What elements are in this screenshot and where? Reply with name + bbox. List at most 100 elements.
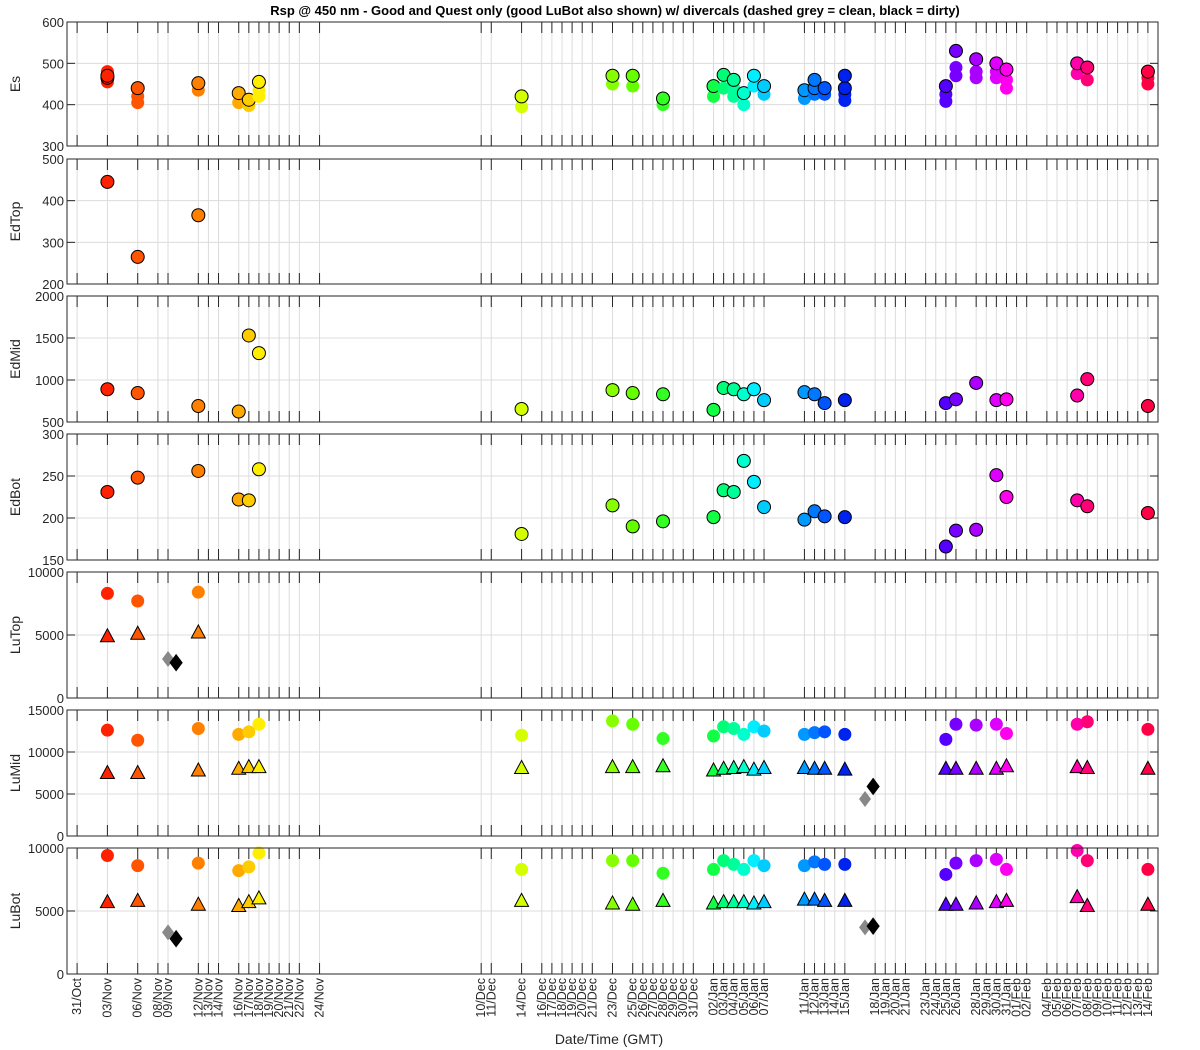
x-tick-label: 01/Feb bbox=[1010, 978, 1024, 1017]
data-point bbox=[162, 924, 175, 941]
y-tick-label: 400 bbox=[42, 194, 64, 209]
data-point bbox=[837, 510, 852, 525]
data-point bbox=[737, 727, 751, 741]
data-point bbox=[999, 862, 1013, 876]
data-point bbox=[948, 392, 963, 407]
data-point bbox=[604, 758, 621, 774]
data-point bbox=[100, 849, 114, 863]
y-axis-label: EdBot bbox=[7, 478, 23, 516]
x-tick-label: 21/Nov bbox=[282, 977, 296, 1017]
x-tick-label: 26/Jan bbox=[949, 978, 963, 1016]
data-point bbox=[705, 894, 722, 910]
data-point bbox=[514, 526, 529, 541]
x-tick-label: 10/Feb bbox=[1100, 978, 1114, 1017]
x-tick-label: 11/Feb bbox=[1111, 978, 1125, 1016]
x-tick-label: 11/Jan bbox=[797, 978, 811, 1015]
x-tick-label: 14/Jan bbox=[828, 978, 842, 1016]
x-tick-label: 30/Jan bbox=[989, 978, 1003, 1016]
data-point bbox=[515, 728, 529, 742]
data-point bbox=[736, 453, 751, 468]
x-tick-label: 02/Feb bbox=[1020, 978, 1034, 1017]
data-point bbox=[757, 79, 772, 94]
data-point bbox=[191, 856, 205, 870]
data-point bbox=[514, 401, 529, 416]
y-tick-label: 150 bbox=[42, 553, 64, 568]
data-point bbox=[797, 727, 811, 741]
data-point bbox=[796, 759, 813, 774]
y-tick-label: 300 bbox=[42, 427, 64, 442]
x-tick-label: 20/Nov bbox=[272, 977, 286, 1017]
data-point bbox=[948, 523, 963, 538]
data-point bbox=[251, 74, 266, 89]
x-tick-label: 14/Dec bbox=[515, 978, 529, 1018]
data-point bbox=[817, 509, 832, 524]
data-point bbox=[746, 474, 761, 489]
data-point bbox=[606, 854, 619, 868]
data-point bbox=[129, 764, 146, 779]
x-tick-label: 19/Jan bbox=[878, 978, 892, 1016]
x-tick-label: 29/Jan bbox=[979, 978, 993, 1016]
data-point bbox=[859, 791, 872, 808]
axes-frame bbox=[66, 158, 1159, 285]
x-tick-label: 14/Feb bbox=[1141, 978, 1155, 1017]
data-point bbox=[251, 889, 267, 905]
data-point bbox=[191, 399, 206, 414]
data-point bbox=[1069, 888, 1086, 904]
data-point bbox=[625, 519, 640, 534]
x-tick-label: 31/Dec bbox=[686, 978, 700, 1018]
x-tick-label: 18/Jan bbox=[868, 978, 882, 1016]
data-point bbox=[1080, 854, 1094, 868]
x-tick-label: 05/Feb bbox=[1050, 978, 1064, 1017]
y-tick-label: 400 bbox=[42, 98, 64, 113]
data-point bbox=[1080, 73, 1094, 87]
data-point bbox=[191, 463, 206, 478]
panel-edbot: 150 200 250 300 EdBot bbox=[7, 427, 1159, 568]
data-point bbox=[130, 386, 145, 401]
data-point bbox=[655, 757, 671, 773]
data-point bbox=[100, 586, 114, 600]
panel-es: 300 400 500 600 Es bbox=[7, 15, 1159, 154]
y-tick-label: 10000 bbox=[28, 841, 64, 856]
data-point bbox=[190, 761, 207, 777]
data-point bbox=[706, 402, 721, 417]
data-point bbox=[1070, 388, 1085, 403]
data-point bbox=[191, 208, 206, 223]
data-point bbox=[817, 81, 832, 96]
data-point bbox=[99, 764, 116, 779]
x-tick-label: 30/Dec bbox=[676, 978, 690, 1018]
x-tick-label: 28/Jan bbox=[969, 978, 983, 1016]
x-axis-label: Date/Time (GMT) bbox=[555, 1031, 663, 1047]
x-tick-label: 24/Jan bbox=[929, 978, 943, 1016]
data-point bbox=[715, 760, 732, 775]
data-point bbox=[948, 760, 964, 775]
data-point bbox=[252, 717, 266, 731]
data-point bbox=[969, 522, 984, 537]
x-tick-label: 12/Nov bbox=[191, 977, 205, 1017]
data-point bbox=[726, 484, 741, 499]
y-axis-label: LuBot bbox=[7, 893, 23, 930]
data-point bbox=[231, 404, 246, 419]
x-tick-label: 07/Jan bbox=[757, 978, 771, 1016]
y-tick-label: 250 bbox=[42, 469, 64, 484]
y-tick-label: 300 bbox=[42, 235, 64, 250]
axes-frame bbox=[66, 847, 1159, 975]
data-point bbox=[746, 68, 761, 83]
data-point bbox=[191, 721, 205, 735]
data-point bbox=[656, 866, 670, 880]
data-point bbox=[715, 893, 732, 909]
data-point bbox=[736, 86, 751, 101]
data-point bbox=[191, 76, 206, 91]
y-tick-label: 0 bbox=[57, 829, 64, 844]
axes-frame bbox=[66, 295, 1159, 423]
data-point bbox=[949, 60, 963, 74]
data-point bbox=[1070, 67, 1084, 81]
data-point bbox=[746, 894, 762, 910]
data-point bbox=[998, 757, 1015, 773]
x-tick-label: 02/Jan bbox=[707, 978, 721, 1016]
data-point bbox=[999, 727, 1013, 741]
data-point bbox=[727, 857, 741, 871]
y-tick-label: 10000 bbox=[28, 745, 64, 760]
data-point bbox=[232, 727, 246, 741]
x-tick-label: 08/Nov bbox=[151, 977, 165, 1017]
